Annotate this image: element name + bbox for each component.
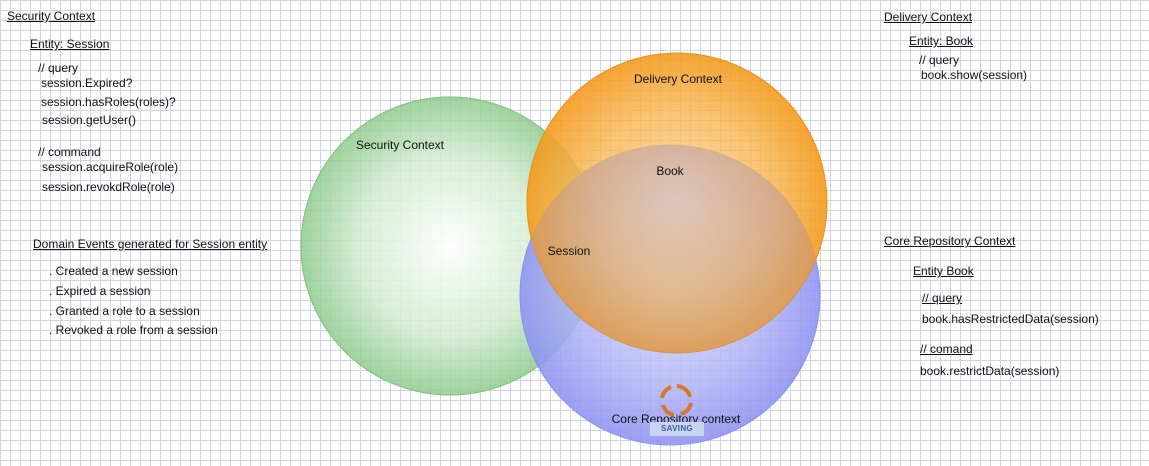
security-command-item: session.acquireRole(role)	[42, 160, 179, 174]
domain-event-item: . Expired a session	[49, 284, 151, 298]
delivery-context-title: Delivery Context	[884, 10, 973, 24]
security-query-item: session.Expired?	[41, 76, 133, 90]
core-repo-query-comment: // query	[922, 291, 963, 305]
security-query-comment: // query	[38, 61, 79, 75]
core-repository-circle-label: Core Repository context	[612, 412, 741, 426]
domain-event-item: . Created a new session	[49, 264, 178, 278]
core-repo-context-title: Core Repository Context	[884, 234, 1016, 248]
delivery-entity-label: Entity: Book	[909, 34, 974, 48]
domain-event-item: . Revoked a role from a session	[49, 323, 218, 337]
delivery-context-circle	[526, 52, 828, 354]
core-repo-query-item: book.hasRestrictedData(session)	[922, 312, 1099, 326]
security-command-comment: // command	[38, 145, 101, 159]
core-repo-command-comment: // comand	[920, 342, 973, 356]
security-query-item: session.hasRoles(roles)?	[41, 95, 176, 109]
security-context-title: Security Context	[7, 9, 96, 23]
domain-event-item: . Granted a role to a session	[49, 304, 200, 318]
book-intersection-label: Book	[656, 164, 684, 178]
session-intersection-label: Session	[548, 244, 591, 258]
saving-spinner-icon	[660, 384, 693, 417]
domain-events-title: Domain Events generated for Session enti…	[33, 237, 268, 251]
core-repo-entity-label: Entity Book	[913, 264, 974, 278]
security-query-item: session.getUser()	[42, 113, 137, 127]
security-context-circle-label: Security Context	[356, 138, 445, 152]
security-entity-label: Entity: Session	[30, 37, 110, 51]
delivery-context-circle-label: Delivery Context	[634, 72, 723, 86]
delivery-query-item: book.show(session)	[921, 68, 1028, 82]
core-repo-command-item: book.restrictData(session)	[920, 364, 1060, 378]
saving-status-badge: SAVING	[650, 422, 704, 436]
security-command-item: session.revokdRole(role)	[42, 180, 175, 194]
core-repository-overlap	[520, 145, 820, 445]
delivery-query-comment: // query	[919, 53, 960, 67]
